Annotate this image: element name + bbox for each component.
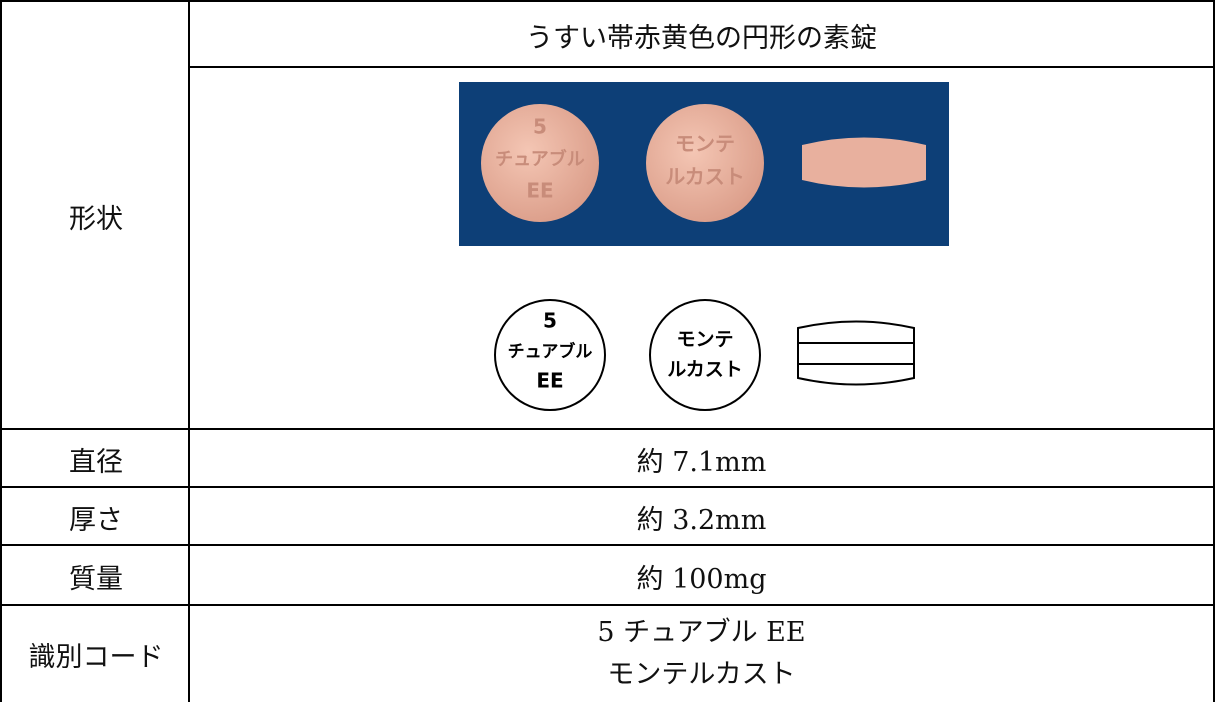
- imprint: モンテ: [675, 132, 735, 156]
- label: 直径: [69, 446, 123, 478]
- label-cell: 形状: [0, 0, 190, 430]
- imprint: EE: [536, 369, 563, 393]
- image-cell: [188, 66, 1215, 430]
- value: うすい帯赤黄色の円形の素錠: [526, 22, 877, 54]
- label-cell: 質量: [0, 544, 190, 606]
- label-cell: 識別コード: [0, 604, 190, 702]
- value: 約 100mg: [636, 563, 767, 595]
- tablet-drawing-front: [494, 299, 606, 411]
- label: 識別コード: [28, 641, 164, 673]
- tablet-photo-front: [481, 104, 599, 222]
- tablet-drawing-side: [797, 320, 915, 386]
- label: 形状: [69, 203, 123, 235]
- value: 約 7.1mm: [636, 446, 767, 478]
- imprint: チュアブル: [495, 148, 585, 170]
- tablet-photo-side: [802, 137, 926, 188]
- label: 質量: [69, 563, 123, 595]
- imprint: 5: [533, 115, 547, 139]
- tablet-drawing-back: [649, 299, 761, 411]
- imprint: EE: [526, 179, 553, 203]
- value-cell: 5 チュアブル EE モンテルカスト: [188, 604, 1215, 702]
- value-cell: 約 7.1mm: [188, 428, 1215, 488]
- tablet-photo-back: [646, 104, 764, 222]
- imprint: ルカスト: [667, 359, 742, 381]
- imprint: チュアブル: [508, 341, 593, 362]
- value-cell: うすい帯赤黄色の円形の素錠: [188, 0, 1215, 68]
- value: 5 チュアブル EE: [597, 617, 806, 648]
- label-cell: 厚さ: [0, 486, 190, 546]
- imprint: 5: [543, 309, 557, 333]
- value: モンテルカスト: [607, 659, 796, 690]
- value-cell: 約 100mg: [188, 544, 1215, 606]
- label-cell: 直径: [0, 428, 190, 488]
- label: 厚さ: [69, 504, 123, 536]
- imprint: モンテ: [676, 329, 733, 351]
- imprint: ルカスト: [665, 165, 744, 189]
- value-cell: 約 3.2mm: [188, 486, 1215, 546]
- value: 約 3.2mm: [636, 504, 767, 536]
